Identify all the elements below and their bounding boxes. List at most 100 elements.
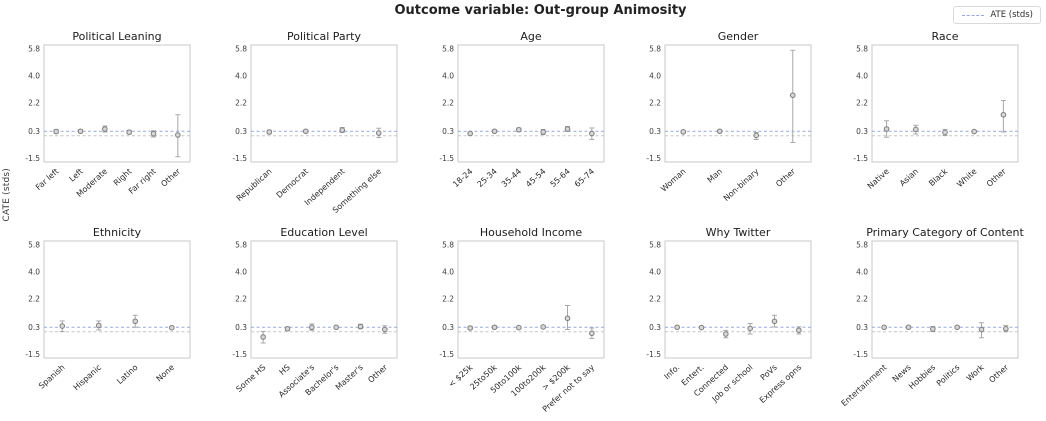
data-point (954, 324, 960, 331)
x-tick-label: Other (366, 362, 389, 384)
y-tick-label: 5.8 (649, 44, 661, 53)
data-point (589, 130, 595, 137)
data-point (333, 324, 339, 331)
y-tick-label: 0.3 (442, 127, 454, 136)
y-tick-label: 2.2 (28, 98, 40, 107)
y-tick-label: 0.3 (856, 323, 868, 332)
subplot-canvas: Race 5.8 4.0 2.2 0.3 -1.5 Native Asian Black Whit… (853, 30, 1019, 191)
y-tick-label: 4.0 (649, 267, 661, 276)
data-point (284, 325, 291, 332)
data-point (698, 324, 705, 331)
x-tick-label: Latino (115, 363, 139, 386)
x-tick-label: HS (278, 363, 292, 377)
x-tick-label: Republican (235, 167, 274, 203)
y-tick-label: 4.0 (28, 71, 40, 80)
x-tick-label: Entertainment (840, 363, 889, 408)
x-tick-label: Man (706, 167, 725, 185)
x-tick-label: 55-64 (549, 167, 572, 189)
x-tick-label: Some HS (234, 363, 267, 394)
plot-area (250, 240, 398, 359)
data-point (95, 322, 102, 329)
y-tick-label: 0.3 (856, 127, 868, 136)
y-tick-label: -1.5 (232, 350, 247, 359)
y-tick-label: 4.0 (649, 71, 661, 80)
plot-area (250, 44, 398, 163)
y-tick-label: -1.5 (439, 154, 454, 163)
y-tick-label: 5.8 (235, 44, 247, 53)
x-tick-label: Other (159, 166, 182, 188)
x-tick-label: 65-74 (573, 167, 596, 189)
subplot-primary-category-of-content: Primary Category of Content 5.8 4.0 2.2 0.3 -… (840, 224, 1046, 421)
y-tick-label: 5.8 (442, 240, 454, 249)
data-point (260, 334, 266, 340)
y-tick-label: 2.2 (442, 98, 454, 107)
y-tick-label: 5.8 (442, 44, 454, 53)
x-tick-label: 35-44 (500, 167, 523, 189)
x-tick-label: None (155, 363, 177, 384)
data-point (540, 129, 546, 135)
data-point (589, 330, 595, 337)
x-tick-label: Far right (127, 167, 158, 196)
subplot-household-income: Household Income 5.8 4.0 2.2 0.3 -1.5 < $25k 25… (426, 224, 633, 421)
x-tick-label: PoVs (759, 363, 779, 382)
data-point (491, 128, 498, 135)
y-tick-label: 4.0 (235, 267, 247, 276)
data-point (302, 128, 309, 135)
data-point (753, 132, 760, 139)
figure-title: Outcome variable: Out-group Animosity (394, 3, 687, 18)
y-tick-label: 5.8 (235, 240, 247, 249)
subplot-political-leaning: Political Leaning 5.8 4.0 2.2 0.3 -1.5 Far lef… (12, 28, 219, 228)
x-tick-label: Other (987, 362, 1010, 384)
data-point (796, 327, 802, 334)
subplot-title: Gender (718, 30, 759, 43)
subplot-canvas: Political Party 5.8 4.0 2.2 0.3 -1.5 Republica… (232, 30, 398, 215)
subplot-title: Age (520, 30, 542, 43)
y-tick-label: 4.0 (442, 267, 454, 276)
x-tick-label: Non-binary (722, 167, 761, 203)
y-tick-label: -1.5 (439, 350, 454, 359)
plot-area (457, 44, 605, 163)
y-tick-label: 2.2 (649, 98, 661, 107)
x-tick-label: Politics (935, 363, 962, 388)
y-tick-label: -1.5 (646, 350, 661, 359)
data-point (266, 129, 273, 135)
y-axis-label: CATE (stds) (2, 168, 12, 222)
x-tick-label: Asian (898, 167, 920, 188)
subplot-canvas: Education Level 5.8 4.0 2.2 0.3 -1.5 Some HS HS… (232, 226, 398, 399)
data-point (516, 324, 522, 331)
y-tick-label: 0.3 (649, 323, 661, 332)
x-tick-label: 45-54 (524, 167, 547, 189)
plot-area (43, 240, 191, 359)
subplot-title: Education Level (280, 226, 367, 239)
data-point (1000, 111, 1007, 118)
y-tick-label: 4.0 (235, 71, 247, 80)
y-tick-label: 2.2 (856, 98, 868, 107)
subplot-political-party: Political Party 5.8 4.0 2.2 0.3 -1.5 Republica… (219, 28, 426, 228)
subplot-canvas: Why Twitter5.84.02.20.3-1.5Info.Entert.C… (646, 226, 812, 405)
y-tick-label: 5.8 (28, 240, 40, 249)
x-tick-label: Spanish (37, 363, 67, 391)
x-tick-label: 25-34 (476, 167, 499, 189)
data-point (883, 126, 890, 132)
data-point (674, 324, 680, 331)
subplot-canvas: Ethnicity 5.8 4.0 2.2 0.3 -1.5 Spanish Hispanic… (25, 226, 191, 392)
x-tick-label: Democrat (275, 167, 310, 200)
plot-area (43, 44, 191, 163)
x-tick-label: Hobbies (907, 363, 937, 391)
x-tick-label: Work (965, 363, 986, 383)
data-point (339, 127, 346, 133)
y-tick-label: -1.5 (853, 154, 868, 163)
data-point (913, 126, 919, 133)
plot-area (871, 240, 1019, 359)
data-point (930, 326, 936, 332)
data-point (53, 128, 59, 135)
x-tick-label: News (891, 363, 913, 384)
subplot-title: Political Leaning (72, 30, 161, 43)
subplot-canvas: Gender 5.8 4.0 2.2 0.3 -1.5 Woman ManNon-binary… (646, 30, 812, 203)
data-point (978, 326, 985, 333)
y-tick-label: 0.3 (28, 323, 40, 332)
y-tick-label: 2.2 (856, 294, 868, 303)
x-tick-label: Far left (34, 167, 61, 192)
